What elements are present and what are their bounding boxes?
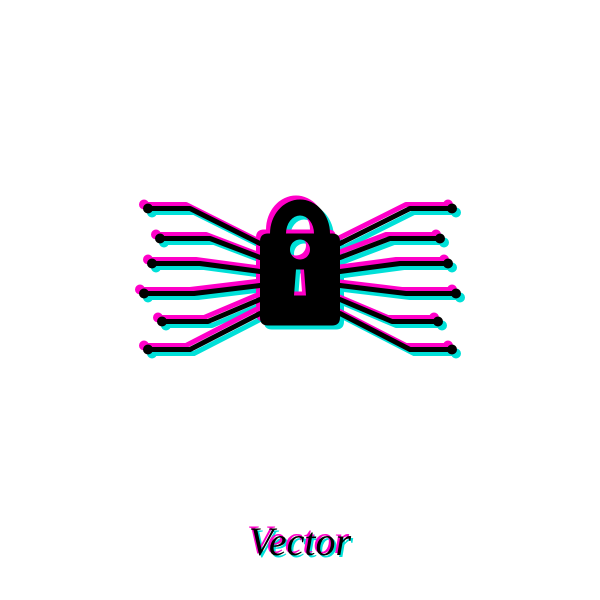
caption-vector: Vector Vector Vector (249, 522, 351, 562)
caption-base: Vector (249, 519, 351, 564)
vector-icon-card: Vector Vector Vector (0, 0, 600, 600)
cyber-lock-icon (130, 134, 470, 419)
